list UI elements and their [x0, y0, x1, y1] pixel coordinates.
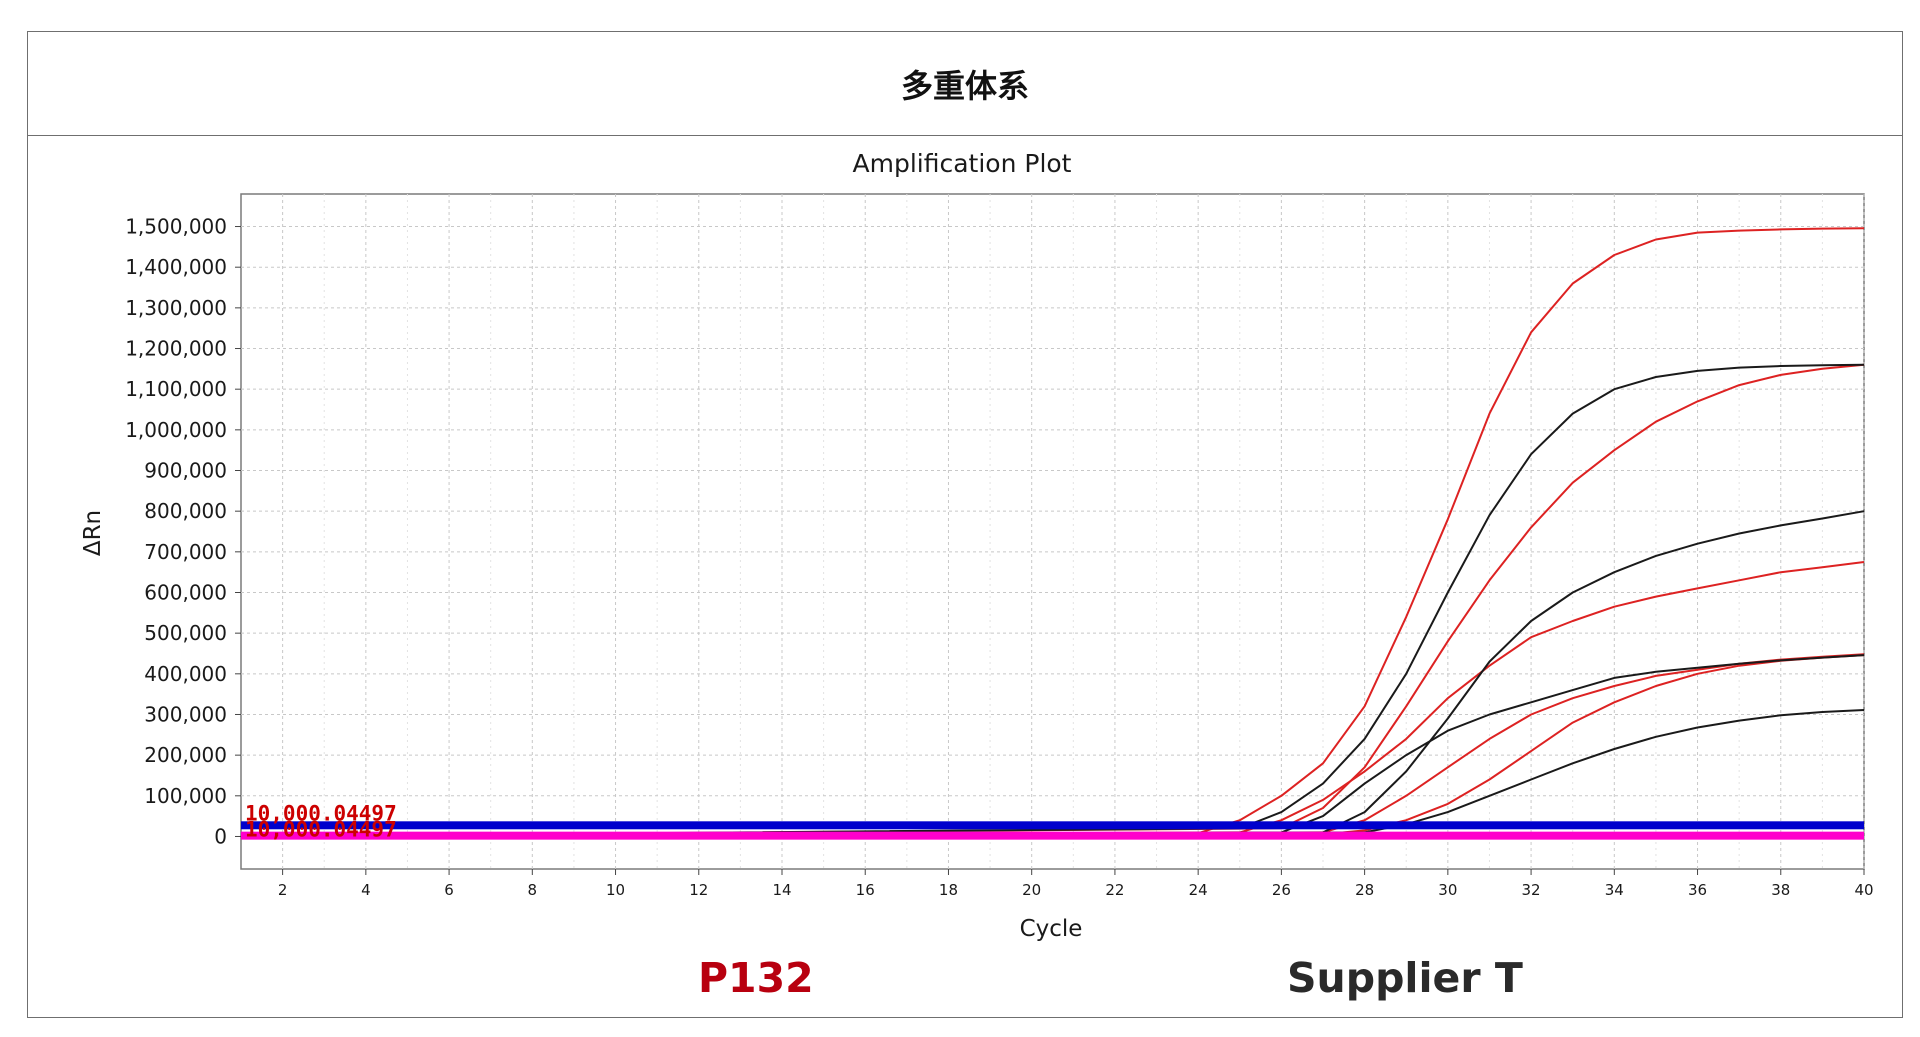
x-tick-label: 6 [444, 881, 454, 899]
x-tick-label: 4 [361, 881, 371, 899]
y-tick-label: 400,000 [144, 662, 227, 686]
y-tick-label: 600,000 [144, 580, 227, 604]
x-tick-label: 32 [1522, 881, 1541, 899]
supplier-amplification-curve [240, 510, 1865, 838]
x-tick-label: 8 [528, 881, 538, 899]
x-tick-label: 14 [772, 881, 791, 899]
plot-area [240, 193, 1865, 870]
supplier-amplification-curve [240, 654, 1865, 838]
x-tick-label: 40 [1854, 881, 1873, 899]
x-tick-label: 28 [1355, 881, 1374, 899]
y-tick-label: 900,000 [144, 459, 227, 483]
y-tick-label: 1,300,000 [125, 296, 227, 320]
y-tick-label: 800,000 [144, 499, 227, 523]
y-tick-label: 1,500,000 [125, 215, 227, 239]
x-tick-label: 30 [1438, 881, 1457, 899]
axis-layer: 2 4 6 8 10 12 14 16 18 20 22 24 26 28 30 32 34 36 38 400100… [125, 215, 1873, 899]
y-tick-label: 700,000 [144, 540, 227, 564]
y-tick-label: 0 [214, 824, 227, 848]
x-tick-label: 18 [939, 881, 958, 899]
y-tick-label: 1,000,000 [125, 418, 227, 442]
threshold-label: 10,000.04497 [245, 801, 397, 825]
p132-amplification-curve [240, 227, 1865, 838]
x-tick-label: 2 [278, 881, 288, 899]
p132-amplification-curve [240, 561, 1865, 838]
grid-layer [240, 193, 1865, 870]
x-tick-label: 12 [689, 881, 708, 899]
p132-amplification-curve [240, 363, 1865, 838]
x-tick-label: 22 [1105, 881, 1124, 899]
y-tick-label: 1,200,000 [125, 337, 227, 361]
x-tick-label: 20 [1022, 881, 1041, 899]
y-tick-label: 1,400,000 [125, 255, 227, 279]
supplier-t-label: Supplier T [1287, 954, 1523, 1002]
y-tick-label: 200,000 [144, 743, 227, 767]
x-tick-label: 26 [1272, 881, 1291, 899]
x-tick-label: 16 [856, 881, 875, 899]
x-tick-label: 24 [1189, 881, 1208, 899]
x-tick-label: 10 [606, 881, 625, 899]
x-axis-label: Cycle [1020, 916, 1083, 942]
y-tick-label: 500,000 [144, 621, 227, 645]
y-axis-label: ΔRn [80, 510, 106, 556]
supplier-amplification-curve [240, 363, 1865, 838]
page-title: 多重体系 [900, 66, 1029, 105]
threshold-label-shadow: 10,000.04497 [245, 817, 397, 841]
y-tick-label: 300,000 [144, 702, 227, 726]
y-tick-label: 100,000 [144, 784, 227, 808]
baseline-band [241, 831, 1864, 840]
header-row: 多重体系 [28, 32, 1902, 136]
x-tick-label: 34 [1605, 881, 1624, 899]
chart-title: Amplification Plot [853, 149, 1072, 178]
threshold-line [241, 821, 1864, 830]
y-tick-label: 1,100,000 [125, 377, 227, 401]
p132-label: P132 [698, 954, 814, 1002]
x-tick-label: 38 [1771, 881, 1790, 899]
x-tick-label: 36 [1688, 881, 1707, 899]
